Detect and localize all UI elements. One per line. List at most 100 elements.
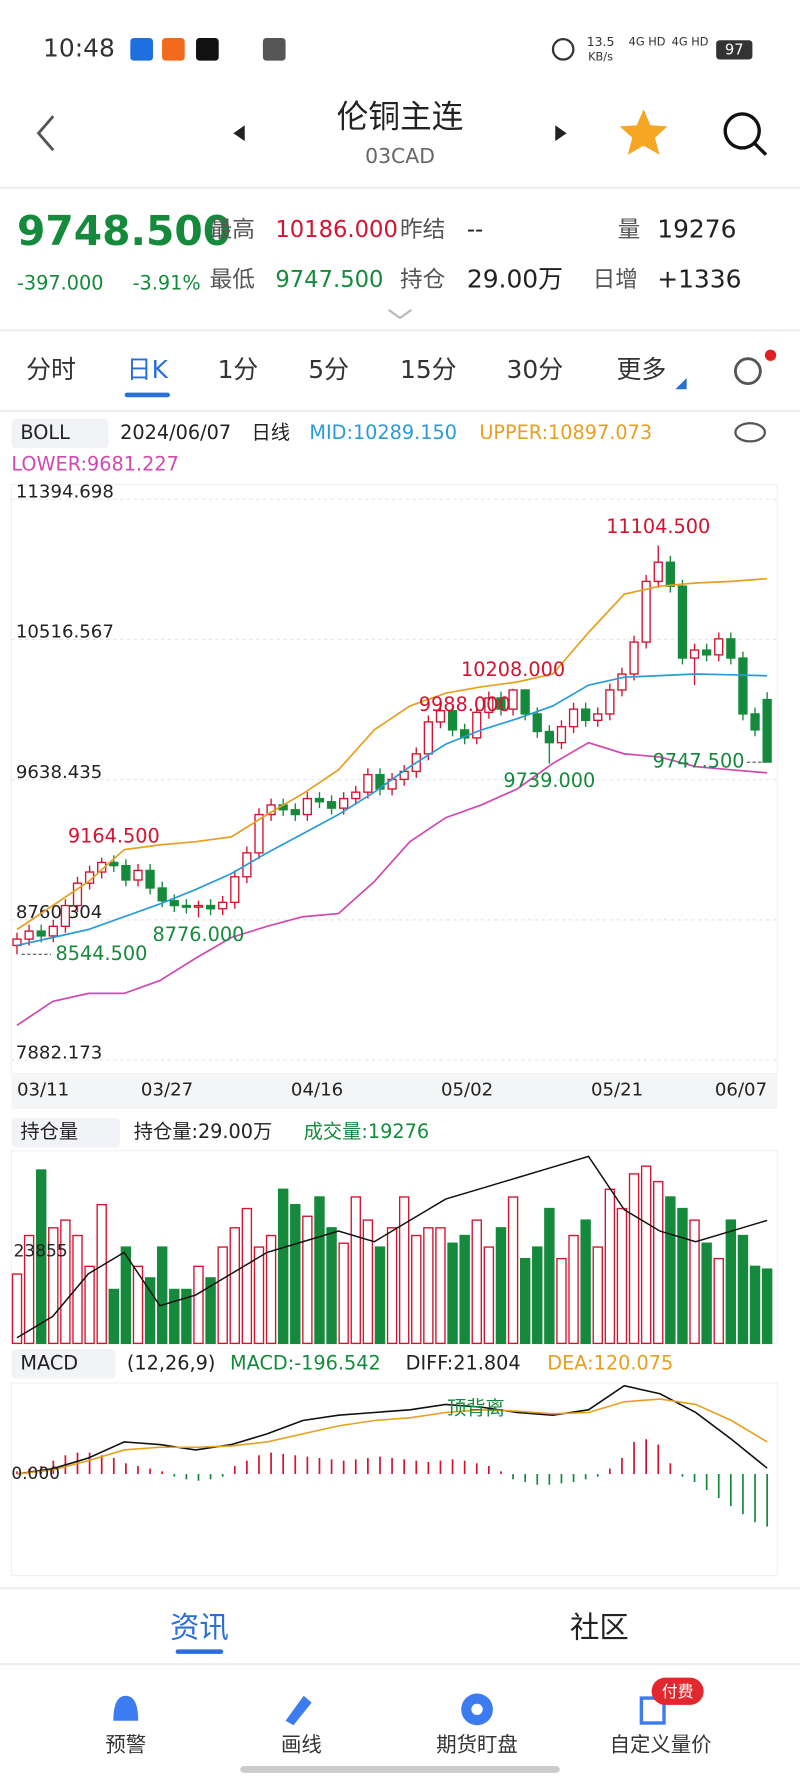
legend: DIFF:21.804 bbox=[406, 1351, 521, 1374]
oi-line bbox=[16, 1155, 768, 1339]
candle-body bbox=[460, 729, 470, 739]
nav-item[interactable]: 预警 bbox=[105, 1733, 146, 1757]
y-tick-label: 0.000 bbox=[11, 1464, 60, 1484]
volume-bar bbox=[120, 1246, 132, 1345]
volume-bar bbox=[386, 1227, 398, 1345]
tab[interactable]: 30分 bbox=[507, 355, 564, 384]
volume-bar bbox=[229, 1227, 240, 1345]
volume-bar bbox=[532, 1246, 543, 1345]
tab-indicator bbox=[175, 1649, 224, 1654]
net-type: 4G HD bbox=[629, 35, 666, 49]
app-icon bbox=[196, 38, 219, 61]
label: 昨结 bbox=[400, 217, 445, 243]
settings-button[interactable] bbox=[733, 357, 762, 386]
nav-item[interactable]: 画线 bbox=[281, 1733, 322, 1757]
candle-body bbox=[508, 689, 518, 710]
candle-body bbox=[326, 801, 337, 809]
tab[interactable]: 日K bbox=[127, 355, 169, 384]
nav-item[interactable]: 期货盯盘 bbox=[436, 1733, 518, 1757]
value: 10186.000 bbox=[275, 217, 398, 243]
value: 29.00万 bbox=[467, 265, 563, 294]
candle-body bbox=[726, 638, 736, 659]
candle-body bbox=[447, 710, 458, 731]
legend: MACD:-196.542 bbox=[230, 1351, 381, 1374]
app-icon bbox=[162, 38, 185, 61]
macd-panel bbox=[10, 1382, 778, 1577]
net-type: 4G HD bbox=[672, 35, 709, 49]
volume-bar bbox=[84, 1265, 95, 1345]
value: 19276 bbox=[657, 215, 736, 244]
status-time: 10:48 bbox=[43, 33, 115, 62]
volume-bar bbox=[604, 1188, 616, 1345]
volume-bar bbox=[592, 1246, 603, 1345]
period: 日线 bbox=[252, 421, 291, 444]
indicator-select[interactable] bbox=[11, 1117, 121, 1148]
value: 9747.500 bbox=[275, 267, 383, 293]
candle-body bbox=[581, 708, 591, 721]
volume-bar bbox=[737, 1234, 749, 1345]
code: 03CAD bbox=[365, 144, 435, 168]
tab-underline bbox=[124, 392, 170, 398]
upper: UPPER:10897.073 bbox=[479, 421, 652, 444]
tab[interactable]: 15分 bbox=[400, 355, 457, 384]
tab[interactable]: 更多 bbox=[616, 355, 666, 384]
more-arrow bbox=[675, 377, 687, 390]
candle-body bbox=[593, 713, 603, 721]
candle-body bbox=[689, 649, 700, 659]
candle-body bbox=[109, 861, 119, 867]
volume-bar bbox=[265, 1234, 277, 1345]
eye-button[interactable] bbox=[734, 422, 767, 443]
indicator-select[interactable] bbox=[11, 1349, 116, 1379]
volume-bar bbox=[241, 1207, 253, 1345]
search-button[interactable] bbox=[723, 112, 761, 150]
indicator-select[interactable] bbox=[11, 418, 109, 449]
net-unit: KB/s bbox=[588, 49, 613, 63]
volume-bar bbox=[48, 1227, 59, 1345]
home-indicator bbox=[240, 1766, 560, 1773]
bottom-tab[interactable]: 社区 bbox=[570, 1610, 629, 1644]
y-tick-label: 8760.304 bbox=[16, 902, 102, 923]
nav-item[interactable]: 自定义量价 bbox=[610, 1733, 712, 1757]
value: +1336 bbox=[657, 265, 741, 294]
expand[interactable] bbox=[388, 309, 412, 320]
volume-bar bbox=[483, 1246, 495, 1345]
candle-body bbox=[290, 809, 300, 816]
volume-bar bbox=[72, 1234, 83, 1345]
volume-bar bbox=[616, 1207, 628, 1345]
candle-body bbox=[314, 797, 325, 803]
volume-bar bbox=[217, 1246, 228, 1345]
y-tick-label: 10516.567 bbox=[16, 622, 114, 643]
candle-body bbox=[133, 869, 143, 881]
battery-level: 97 bbox=[725, 41, 744, 58]
volume-bar bbox=[374, 1246, 386, 1345]
macd-line bbox=[16, 1384, 768, 1475]
nav-icon bbox=[639, 1696, 666, 1725]
extreme-label: 10208.000 bbox=[461, 658, 565, 681]
prev-button[interactable] bbox=[233, 125, 245, 142]
candle-body bbox=[677, 585, 688, 659]
bottom-tab[interactable]: 资讯 bbox=[170, 1610, 229, 1644]
x-tick-label: 03/27 bbox=[141, 1080, 193, 1101]
label: 持仓 bbox=[400, 267, 445, 293]
indicator: BOLL bbox=[20, 421, 70, 444]
tab[interactable]: 5分 bbox=[308, 355, 349, 384]
candle-body bbox=[205, 904, 216, 910]
tab[interactable]: 1分 bbox=[218, 355, 259, 384]
volume-bar bbox=[302, 1215, 313, 1345]
favorite-button[interactable] bbox=[619, 109, 668, 155]
candle-body bbox=[653, 561, 663, 583]
x-tick-label: 05/21 bbox=[591, 1080, 643, 1101]
next-button[interactable] bbox=[555, 125, 567, 142]
candle-body bbox=[48, 925, 58, 937]
candle-body bbox=[750, 713, 760, 731]
tab[interactable]: 分时 bbox=[26, 355, 76, 384]
back-button[interactable] bbox=[36, 115, 55, 152]
y-tick-label: 11394.698 bbox=[16, 481, 114, 502]
date-axis bbox=[11, 1074, 778, 1109]
panel-title: MACD bbox=[20, 1351, 78, 1374]
candle-body bbox=[60, 904, 71, 927]
volume-bar bbox=[108, 1288, 120, 1345]
divider bbox=[0, 329, 800, 332]
x-tick-label: 05/02 bbox=[441, 1080, 493, 1101]
